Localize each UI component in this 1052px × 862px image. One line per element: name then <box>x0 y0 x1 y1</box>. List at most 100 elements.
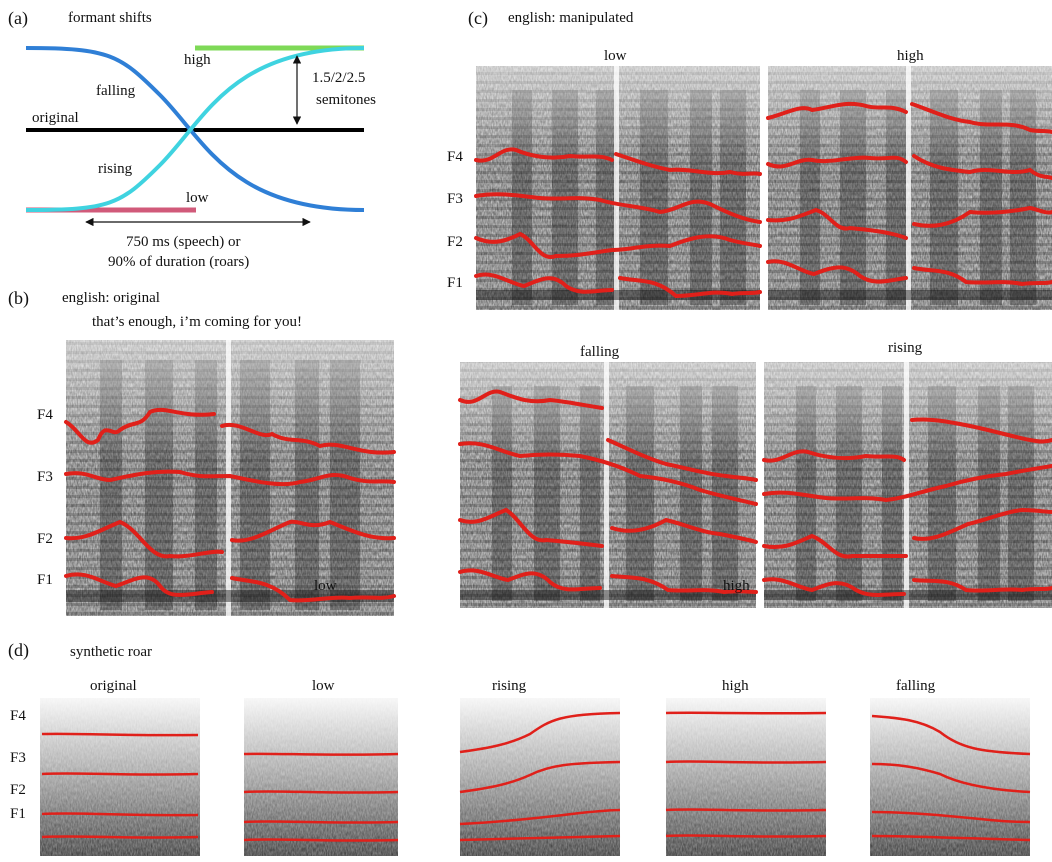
panel-d-label-high: high <box>722 678 749 694</box>
panel-d-label-low: low <box>312 678 335 694</box>
panel-d-label-original: original <box>90 678 137 694</box>
panel-b-letter: (b) <box>8 288 29 309</box>
panel-d: (d) synthetic roar original low rising h… <box>8 640 1031 856</box>
label-semitones-1: 1.5/2/2.5 <box>312 70 365 86</box>
label-low: low <box>186 190 209 206</box>
track-d-low-f1 <box>243 838 399 842</box>
panel-c-title: english: manipulated <box>508 10 634 26</box>
formant-tracks-d-rising <box>459 711 621 842</box>
panel-d-f3-label: F3 <box>10 750 26 766</box>
label-duration-2: 90% of duration (roars) <box>108 254 249 270</box>
panel-d-label-falling: falling <box>896 678 936 694</box>
track-d-falling-f4 <box>871 714 1031 756</box>
panel-a-title: formant shifts <box>68 10 152 26</box>
track-c-rising-f3 <box>762 464 1052 503</box>
panel-a-letter: (a) <box>8 8 28 29</box>
track-d-high-f2 <box>665 808 827 812</box>
track-d-high-f1 <box>665 834 827 838</box>
panel-b-title: english: original <box>62 290 160 306</box>
panel-c-label-high: high <box>897 48 924 64</box>
label-semitones-2: semitones <box>316 92 376 108</box>
label-rising: rising <box>98 161 133 177</box>
track-c-low-f1 <box>474 272 762 299</box>
panel-c-label-rising: rising <box>888 340 923 356</box>
formant-tracks-d-original <box>41 732 199 839</box>
track-c-low-f3 <box>474 192 762 224</box>
track-d-falling-f2 <box>871 810 1031 824</box>
panel-c-label-low: low <box>604 48 627 64</box>
spectrogram-d-original <box>40 698 200 856</box>
panel-b-f4-label: F4 <box>37 407 53 423</box>
track-d-rising-f4 <box>459 711 621 754</box>
track-b-f4 <box>64 407 396 455</box>
panel-b-f1-label: F1 <box>37 572 53 588</box>
formant-tracks-c-low <box>474 147 762 299</box>
formant-tracks-c-high <box>766 101 1052 287</box>
panel-c-f4-label: F4 <box>447 149 463 165</box>
track-c-rising-f1 <box>762 577 1052 597</box>
panel-a: (a) formant shifts high falling original… <box>8 8 376 270</box>
label-high: high <box>184 52 211 68</box>
panel-b-f2-label: F2 <box>37 531 53 547</box>
spectrogram-c-low <box>476 66 760 310</box>
panel-c-letter: (c) <box>468 8 488 29</box>
track-b-f2 <box>64 519 396 559</box>
label-duration-1: 750 ms (speech) or <box>126 234 241 250</box>
formant-tracks-d-low <box>243 752 399 842</box>
label-falling: falling <box>96 83 136 99</box>
track-d-original-f2 <box>41 812 199 817</box>
spectrogram-d-falling <box>870 698 1030 856</box>
formant-tracks-d-falling <box>871 714 1031 842</box>
formant-tracks-c-falling <box>458 389 758 595</box>
track-b-f3 <box>64 469 396 487</box>
panel-b-f3-label: F3 <box>37 469 53 485</box>
label-original: original <box>32 110 79 126</box>
spectrogram-d-high <box>666 698 826 856</box>
track-c-rising-f2 <box>762 507 1052 559</box>
formant-tracks-b <box>64 407 396 603</box>
spectrogram-c-high <box>768 66 1052 310</box>
panel-d-f1-label: F1 <box>10 806 26 822</box>
track-d-original-f1 <box>41 835 199 839</box>
rising-curve <box>25 46 365 212</box>
track-c-falling-f4 <box>458 389 758 482</box>
track-c-falling-f3 <box>458 441 758 506</box>
panel-c-label-falling: falling <box>580 344 620 360</box>
panel-c-f1-label: F1 <box>447 275 463 291</box>
track-c-low-f2 <box>474 231 762 259</box>
panel-c-f2-label: F2 <box>447 234 463 250</box>
spectrogram-c-rising <box>764 362 1052 608</box>
track-b-f1 <box>64 572 396 603</box>
formant-tracks-d-high <box>665 711 827 838</box>
track-d-falling-f1 <box>871 834 1031 842</box>
panel-d-f2-label: F2 <box>10 782 26 798</box>
panel-b: (b) english: original that’s enough, i’m… <box>8 288 396 616</box>
panel-d-title: synthetic roar <box>70 644 152 660</box>
track-c-falling-f2 <box>458 507 758 548</box>
track-d-rising-f2 <box>459 808 621 826</box>
panel-b-overlay-low: low <box>314 578 337 594</box>
track-d-rising-f3 <box>459 760 621 794</box>
track-d-low-f3 <box>243 790 399 794</box>
track-c-high-f2 <box>766 205 1052 240</box>
track-c-high-f3 <box>766 154 1052 180</box>
formant-tracks-c-rising <box>762 417 1052 597</box>
track-c-rising-f4 <box>762 417 1052 463</box>
track-d-high-f4 <box>665 711 827 715</box>
spectrogram-d-rising <box>460 698 620 856</box>
panel-b-sentence: that’s enough, i’m coming for you! <box>92 314 302 330</box>
track-d-original-f4 <box>41 732 199 737</box>
panel-c-f3-label: F3 <box>447 191 463 207</box>
track-d-original-f3 <box>41 772 199 776</box>
panel-c: (c) english: manipulated low high fallin… <box>447 8 1052 608</box>
panel-c-overlay-high: high <box>723 578 750 594</box>
track-c-falling-f1 <box>458 568 758 595</box>
track-c-low-f4 <box>474 147 762 176</box>
track-d-rising-f1 <box>459 834 621 842</box>
track-d-low-f4 <box>243 752 399 756</box>
track-d-low-f2 <box>243 820 399 824</box>
panel-d-label-rising: rising <box>492 678 527 694</box>
panel-d-letter: (d) <box>8 640 29 661</box>
track-c-high-f4 <box>766 101 1052 134</box>
